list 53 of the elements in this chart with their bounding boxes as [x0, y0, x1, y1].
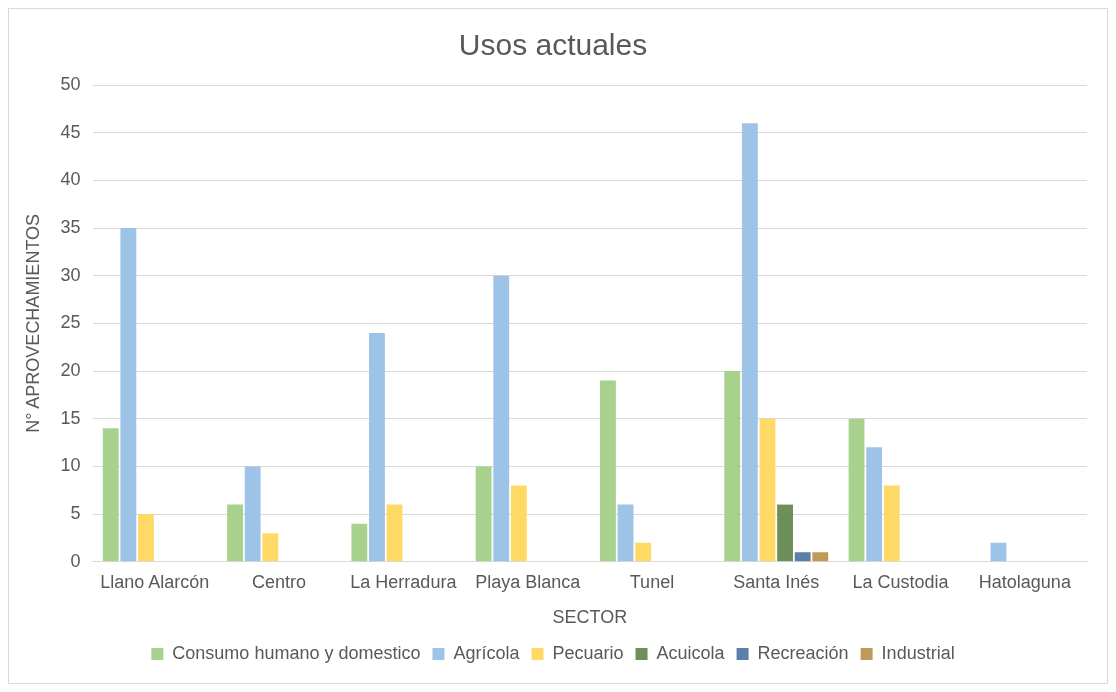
y-tick-label: 0	[70, 550, 81, 571]
y-tick-label: 25	[60, 312, 81, 333]
bar	[227, 504, 243, 562]
bar	[138, 514, 154, 562]
x-tick-label: Playa Blanca	[475, 571, 582, 592]
y-tick-label: 50	[60, 73, 81, 94]
bar	[475, 466, 492, 562]
bar	[120, 228, 137, 562]
bar	[510, 485, 527, 562]
y-tick-label: 40	[60, 169, 81, 190]
y-tick-label: 35	[60, 217, 81, 238]
legend-label: Pecuario	[552, 642, 624, 663]
legend-label: Industrial	[881, 642, 955, 663]
y-tick-label: 30	[60, 264, 81, 285]
bar	[102, 428, 119, 562]
x-tick-label: Santa Inés	[733, 571, 820, 592]
bar	[600, 380, 616, 562]
bar	[741, 123, 758, 562]
bar	[493, 275, 510, 562]
bar	[777, 504, 793, 562]
legend-label: Agrícola	[453, 642, 521, 663]
bar	[759, 418, 776, 562]
x-tick-label: La Herradura	[350, 571, 458, 592]
y-tick-label: 15	[60, 407, 81, 428]
bar	[812, 552, 829, 562]
x-axis-title: SECTOR	[552, 607, 628, 628]
x-tick-label: Hatolaguna	[978, 571, 1072, 592]
bar	[386, 504, 403, 562]
bar	[617, 504, 634, 562]
bar	[848, 418, 865, 562]
bar	[990, 542, 1007, 562]
legend-label: Consumo humano y domestico	[172, 642, 421, 663]
legend-label: Acuicola	[656, 642, 726, 663]
bar	[724, 371, 741, 562]
bar	[244, 466, 261, 562]
bar	[866, 447, 883, 562]
x-tick-label: Centro	[252, 571, 307, 592]
x-tick-label: Llano Alarcón	[100, 571, 210, 592]
y-tick-label: 5	[70, 503, 81, 524]
y-axis-title: N° APROVECHAMIENTOS	[22, 213, 43, 433]
bar	[635, 542, 652, 562]
y-tick-label: 10	[60, 455, 81, 476]
bar	[794, 552, 811, 562]
bar	[262, 533, 279, 562]
x-tick-label: Tunel	[629, 571, 675, 592]
chart-title: Usos actuales	[458, 28, 648, 62]
y-tick-label: 45	[60, 121, 81, 142]
bar	[369, 332, 385, 562]
bar	[883, 485, 900, 562]
legend-label: Recreación	[757, 642, 849, 663]
bar	[351, 523, 368, 562]
y-tick-label: 20	[60, 360, 81, 381]
x-tick-label: La Custodia	[852, 571, 950, 592]
